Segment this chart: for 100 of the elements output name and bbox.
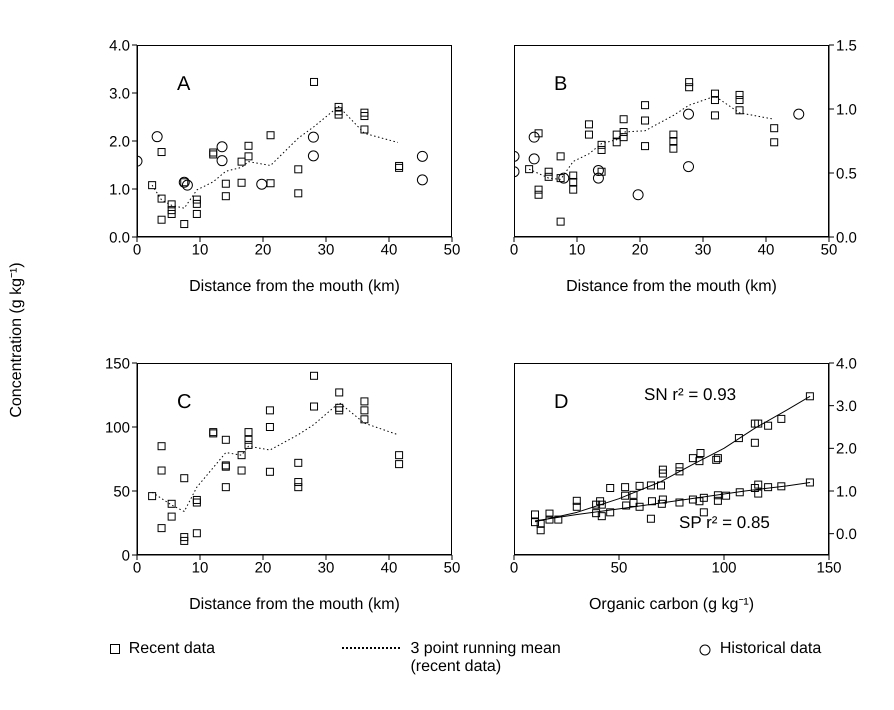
point xyxy=(641,142,650,150)
point xyxy=(238,466,246,475)
point xyxy=(598,168,606,176)
legend-label: Recent data xyxy=(128,640,215,658)
y-tick-label: 0 xyxy=(122,547,130,564)
point xyxy=(620,133,628,142)
point xyxy=(777,482,786,490)
point xyxy=(360,415,368,424)
point xyxy=(572,502,581,511)
point xyxy=(622,502,630,510)
point xyxy=(525,165,534,174)
point xyxy=(168,512,176,521)
annotation: B xyxy=(554,73,568,96)
x-tick-label: 40 xyxy=(380,560,398,577)
x-tick-label: 20 xyxy=(632,242,648,259)
point xyxy=(806,478,814,486)
point xyxy=(335,388,344,396)
point xyxy=(545,516,554,524)
point xyxy=(750,420,759,428)
point xyxy=(244,142,253,150)
point xyxy=(710,96,719,104)
y-tick-label: 50 xyxy=(113,483,130,500)
point xyxy=(675,498,684,507)
x-tick-label: 50 xyxy=(820,242,838,259)
annotation: SN r² = 0.93 xyxy=(644,385,736,405)
point xyxy=(528,132,540,143)
point xyxy=(222,483,230,492)
point xyxy=(710,90,719,98)
y-tick-label: 0.0 xyxy=(109,229,130,246)
point xyxy=(685,83,694,92)
point xyxy=(335,404,344,412)
point xyxy=(569,178,578,186)
point xyxy=(606,508,614,516)
x-tick-label: 100 xyxy=(711,560,737,577)
y2-tick-label: 3.0 xyxy=(836,398,857,415)
x-axis-title: Distance from the mouth (km) xyxy=(566,278,777,295)
x-tick-label: 0 xyxy=(132,242,142,259)
x-tick-label: 30 xyxy=(318,242,334,259)
point xyxy=(294,458,302,467)
point xyxy=(592,500,600,509)
point xyxy=(294,165,302,174)
annotation: A xyxy=(177,73,190,96)
point xyxy=(641,101,650,110)
x-axis-title: Distance from the mouth (km) xyxy=(189,596,400,613)
point xyxy=(158,442,166,450)
point xyxy=(754,490,762,498)
point xyxy=(180,533,188,542)
point xyxy=(572,496,581,505)
point xyxy=(534,129,543,138)
point xyxy=(545,510,554,518)
point xyxy=(695,497,704,506)
point xyxy=(598,146,606,154)
point xyxy=(556,152,565,160)
point xyxy=(793,108,804,120)
point xyxy=(584,130,593,139)
x-tick-label: 10 xyxy=(192,242,208,259)
point xyxy=(770,138,778,146)
point xyxy=(395,164,404,172)
point xyxy=(620,115,628,124)
point xyxy=(696,449,704,458)
x-tick-label: 40 xyxy=(380,242,398,259)
x-tick-label: 0 xyxy=(510,242,518,259)
point xyxy=(764,422,772,430)
point xyxy=(714,496,722,505)
point xyxy=(569,172,578,180)
point xyxy=(675,467,684,476)
point xyxy=(168,210,176,218)
point xyxy=(308,150,319,162)
point xyxy=(416,150,428,162)
point xyxy=(675,463,684,472)
x-tick-label: 50 xyxy=(444,560,460,577)
point xyxy=(310,78,318,86)
point xyxy=(360,397,368,406)
y-tick-label: 3.0 xyxy=(109,85,130,102)
annotation: D xyxy=(554,391,568,414)
x-tick-label: 50 xyxy=(610,560,628,577)
point xyxy=(192,196,201,204)
point xyxy=(722,492,730,500)
point xyxy=(334,102,343,111)
point xyxy=(596,497,604,506)
y-axis-title: Concentration (g kg⁻¹) xyxy=(7,262,26,418)
point xyxy=(632,189,644,200)
point xyxy=(360,406,368,414)
point xyxy=(750,484,759,492)
point xyxy=(621,483,630,492)
point xyxy=(310,372,318,380)
point xyxy=(158,524,166,532)
point xyxy=(558,172,570,184)
point xyxy=(688,496,697,504)
point xyxy=(598,512,606,520)
x-tick-label: 20 xyxy=(254,560,272,577)
x-tick-label: 40 xyxy=(758,242,774,259)
y-tick-label: 150 xyxy=(104,355,130,372)
point xyxy=(528,153,540,164)
point xyxy=(152,131,163,142)
x-tick-label: 30 xyxy=(694,242,712,259)
point xyxy=(658,466,667,474)
point xyxy=(266,468,274,476)
point xyxy=(216,155,228,166)
point xyxy=(629,490,638,499)
